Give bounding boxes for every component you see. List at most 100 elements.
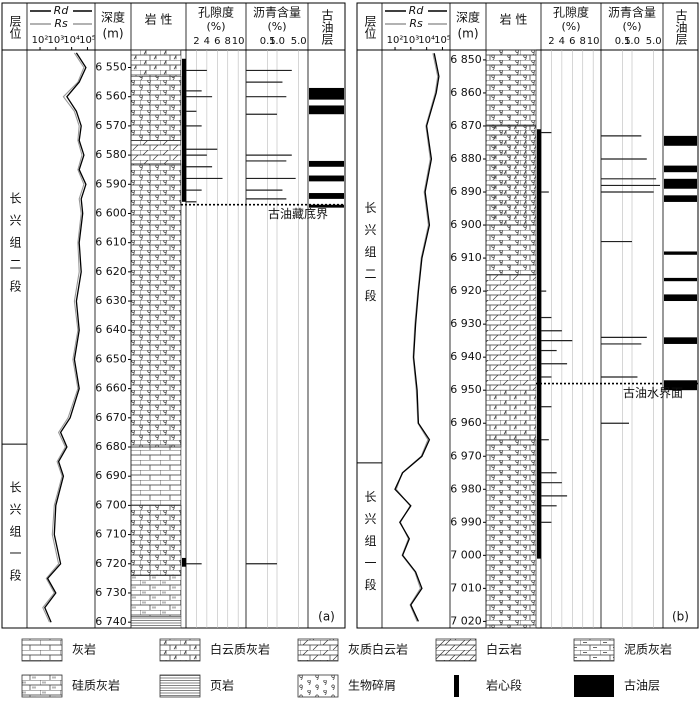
oil-layer bbox=[664, 195, 697, 202]
oil-layer bbox=[309, 160, 344, 167]
porosity-tick-label: 2 bbox=[193, 36, 199, 47]
depth-tick-label: 6 700 bbox=[95, 498, 127, 511]
depth-tick-label: 6 560 bbox=[95, 90, 127, 103]
depth-tick-label: 6 720 bbox=[95, 557, 127, 570]
legend-label: 生物碎屑 bbox=[348, 678, 396, 693]
formation-header: 层位 bbox=[8, 15, 22, 39]
bitumen-tick-label: 5.0 bbox=[646, 36, 662, 47]
porosity-tick-label: 2 bbox=[548, 36, 554, 47]
legend-label: 页岩 bbox=[210, 678, 234, 693]
depth-tick-label: 6 630 bbox=[95, 294, 127, 307]
depth-tick-label: 6 640 bbox=[95, 323, 127, 336]
lithology-interval bbox=[130, 163, 182, 448]
oil-layer bbox=[664, 165, 697, 173]
legend-swatch bbox=[159, 674, 201, 698]
boundary-label: 古油水界面 bbox=[623, 385, 683, 400]
lithology-interval bbox=[130, 616, 182, 629]
porosity-unit: (%) bbox=[561, 20, 580, 33]
porosity-tick-label: 6 bbox=[569, 36, 575, 47]
depth-tick-label: 6 660 bbox=[95, 382, 127, 395]
porosity-unit: (%) bbox=[206, 20, 225, 33]
depth-tick-label: 6 740 bbox=[95, 615, 127, 628]
legend-swatch bbox=[21, 674, 63, 698]
core-interval bbox=[182, 58, 186, 202]
oil-layer bbox=[309, 175, 344, 182]
depth-unit: (m) bbox=[102, 27, 123, 41]
bitumen-unit: (%) bbox=[622, 20, 641, 33]
depth-tick-label: 6 580 bbox=[95, 148, 127, 161]
legend-swatch bbox=[573, 638, 615, 662]
legend-swatch bbox=[454, 675, 459, 697]
depth-tick-label: 6 550 bbox=[95, 61, 127, 74]
rd-legend-label: Rd bbox=[54, 4, 70, 17]
depth-tick-label: 6 860 bbox=[450, 86, 482, 99]
porosity-tick-label: 6 bbox=[214, 36, 220, 47]
depth-tick-label: 6 650 bbox=[95, 352, 127, 365]
lithology-interval bbox=[485, 49, 537, 127]
legend-label: 岩心段 bbox=[486, 678, 522, 693]
porosity-header: 孔隙度 bbox=[198, 5, 234, 20]
formation-name: 长兴组一段 bbox=[363, 490, 377, 600]
resistivity-tick-label: 10⁵ bbox=[434, 35, 451, 46]
depth-tick-label: 6 900 bbox=[450, 218, 482, 231]
depth-tick-label: 7 010 bbox=[450, 581, 482, 594]
oil-layer bbox=[309, 105, 344, 115]
rs-curve bbox=[395, 53, 439, 622]
formation-name: 长兴组二段 bbox=[363, 201, 377, 311]
legend-label: 白云质灰岩 bbox=[210, 642, 270, 657]
rs-legend-label: Rs bbox=[54, 17, 68, 30]
legend-label: 硅质灰岩 bbox=[72, 678, 120, 693]
lithology-header: 岩 性 bbox=[500, 12, 528, 27]
depth-tick-label: 6 940 bbox=[450, 350, 482, 363]
depth-tick-label: 6 910 bbox=[450, 251, 482, 264]
resistivity-tick-label: 10² bbox=[32, 35, 49, 46]
rs-legend-label: Rs bbox=[409, 17, 423, 30]
lithology-interval bbox=[130, 76, 182, 141]
porosity-tick-label: 4 bbox=[559, 36, 565, 47]
depth-tick-label: 6 600 bbox=[95, 206, 127, 219]
lithology-interval bbox=[130, 49, 182, 77]
porosity-tick-label: 8 bbox=[225, 36, 231, 47]
depth-tick-label: 6 690 bbox=[95, 469, 127, 482]
resistivity-tick-label: 10⁵ bbox=[79, 35, 96, 46]
oil-layer bbox=[664, 337, 697, 344]
porosity-tick-label: 4 bbox=[204, 36, 210, 47]
core-interval bbox=[182, 557, 186, 567]
bitumen-tick-label: 5.0 bbox=[291, 36, 307, 47]
rd-curve bbox=[394, 53, 440, 622]
lithology-interval bbox=[130, 140, 182, 165]
depth-tick-label: 6 680 bbox=[95, 440, 127, 453]
depth-tick-label: 6 870 bbox=[450, 119, 482, 132]
depth-tick-label: 6 590 bbox=[95, 177, 127, 190]
resistivity-tick-label: 10² bbox=[387, 35, 404, 46]
depth-tick-label: 6 710 bbox=[95, 528, 127, 541]
legend-swatch bbox=[435, 638, 477, 662]
panel-label: (b) bbox=[672, 610, 689, 624]
oil-layer bbox=[664, 380, 697, 391]
lithology-interval bbox=[130, 446, 182, 506]
depth-tick-label: 6 920 bbox=[450, 284, 482, 297]
oil-layer bbox=[309, 87, 344, 100]
oil-layer bbox=[664, 294, 697, 302]
bitumen-tick-label: 1.0 bbox=[624, 36, 640, 47]
rs-curve bbox=[42, 52, 85, 623]
depth-tick-label: 6 990 bbox=[450, 515, 482, 528]
lithology-interval bbox=[130, 505, 182, 576]
rd-curve bbox=[44, 52, 87, 623]
depth-tick-label: 6 620 bbox=[95, 265, 127, 278]
depth-header: 深度 bbox=[456, 10, 480, 25]
porosity-header: 孔隙度 bbox=[553, 5, 589, 20]
porosity-tick-label: 10 bbox=[587, 36, 600, 47]
legend-swatch bbox=[21, 638, 63, 662]
depth-tick-label: 7 020 bbox=[450, 614, 482, 627]
formation-name: 长兴组一段 bbox=[8, 481, 22, 591]
legend-swatch bbox=[574, 675, 614, 697]
lithology-interval bbox=[485, 224, 537, 275]
legend-label: 灰岩 bbox=[72, 642, 96, 657]
formation-name: 长兴组二段 bbox=[8, 192, 22, 302]
oil-header: 古油层 bbox=[674, 8, 688, 46]
depth-tick-label: 7 000 bbox=[450, 548, 482, 561]
formation-header: 层位 bbox=[363, 15, 377, 39]
bitumen-tick-label: 0.5 bbox=[260, 36, 276, 47]
